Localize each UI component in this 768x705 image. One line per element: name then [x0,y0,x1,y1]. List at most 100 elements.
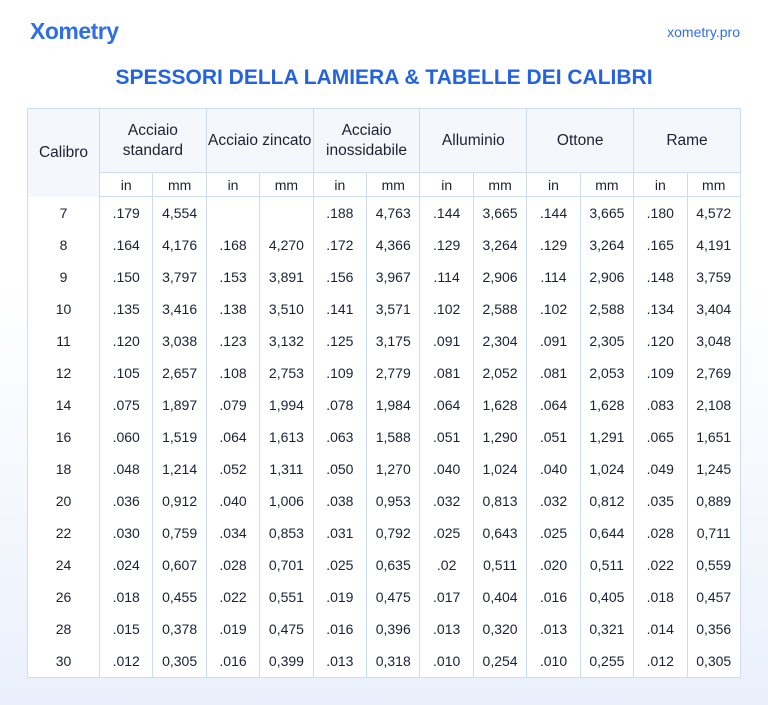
unit-header: in [526,172,581,197]
value-cell: .148 [633,261,688,293]
value-cell: 0,404 [472,581,528,613]
value-cell: .035 [633,485,688,517]
group-header: Ottone [526,108,635,173]
value-cell: 3,665 [472,196,528,229]
value-cell: 4,176 [152,229,207,261]
value-cell: .050 [312,453,368,485]
value-cell: 0,511 [579,549,635,581]
value-cell: 1,270 [366,453,421,485]
value-cell [205,196,261,229]
row: 24.024 0,607.028 0,701.025 0,635.02 0,511.02… [27,549,741,581]
value-cell: 1,588 [366,421,421,453]
value-cell: 2,769 [686,357,741,389]
value-cell: 2,588 [579,293,635,325]
value-cell: .010 [526,645,581,678]
value-cell: .141 [312,293,368,325]
value-cell: .102 [526,293,581,325]
value-cell: .134 [633,293,688,325]
value-cell: .025 [526,517,581,549]
group-header: Acciaio inossidabile [312,108,421,173]
value-cell: 1,311 [259,453,314,485]
value-cell: 3,416 [152,293,207,325]
value-cell: 1,024 [472,453,528,485]
gauge-cell: 9 [27,261,100,293]
value-cell: 2,108 [686,389,741,421]
value-cell: .018 [633,581,688,613]
value-cell: .114 [419,261,474,293]
site-link[interactable]: xometry.pro [667,24,740,40]
value-cell: .180 [633,196,688,229]
value-cell: 3,891 [259,261,314,293]
value-cell: 0,405 [579,581,635,613]
value-cell: .014 [633,613,688,645]
value-cell: .028 [633,517,688,549]
value-cell: .031 [312,517,368,549]
value-cell: .025 [419,517,474,549]
row: 20.036 0,912.040 1,006.038 0,953.032 0,813.0… [27,485,741,517]
value-cell: .188 [312,196,368,229]
value-cell: .012 [98,645,154,678]
value-cell: .013 [312,645,368,678]
unit-header: in [419,172,474,197]
value-cell: 2,779 [366,357,421,389]
row: 28.015 0,378.019 0,475.016 0,396.013 0,320.0… [27,613,741,645]
value-cell: 3,759 [686,261,741,293]
row: 16.060 1,519.064 1,613.063 1,588.051 1,290.0… [27,421,741,453]
row: 12.105 2,657.108 2,753.109 2,779.081 2,052.0… [27,357,741,389]
value-cell: .052 [205,453,261,485]
value-cell: .129 [526,229,581,261]
unit-header: in [98,172,154,197]
value-cell: .025 [312,549,368,581]
value-cell: 0,455 [152,581,207,613]
value-cell: 0,551 [259,581,314,613]
value-cell: 0,399 [259,645,314,678]
value-cell: 3,510 [259,293,314,325]
value-cell: .153 [205,261,261,293]
value-cell: 1,006 [259,485,314,517]
value-cell: 1,290 [472,421,528,453]
value-cell: .019 [312,581,368,613]
value-cell: .144 [526,196,581,229]
value-cell: .156 [312,261,368,293]
value-cell: 4,366 [366,229,421,261]
value-cell: 0,953 [366,485,421,517]
value-cell: .129 [419,229,474,261]
value-cell: .019 [205,613,261,645]
gauge-cell: 18 [27,453,100,485]
value-cell: .051 [526,421,581,453]
value-cell: .040 [419,453,474,485]
value-cell: .028 [205,549,261,581]
unit-header: in [312,172,368,197]
value-cell: .083 [633,389,688,421]
gauge-cell: 20 [27,485,100,517]
row: 11.120 3,038.123 3,132.125 3,175.091 2,304.0… [27,325,741,357]
value-cell: 0,475 [259,613,314,645]
value-cell: .049 [633,453,688,485]
value-cell: .120 [633,325,688,357]
value-cell: .123 [205,325,261,357]
value-cell: 0,853 [259,517,314,549]
logo: Xometry [30,18,119,44]
value-cell: 2,588 [472,293,528,325]
value-cell: 3,571 [366,293,421,325]
value-cell: 2,052 [472,357,528,389]
value-cell: 3,264 [472,229,528,261]
value-cell: 0,812 [579,485,635,517]
value-cell: .144 [419,196,474,229]
value-cell: 4,572 [686,196,741,229]
value-cell: 1,613 [259,421,314,453]
value-cell: .091 [526,325,581,357]
value-cell: .078 [312,389,368,421]
value-cell: 1,628 [472,389,528,421]
value-cell: 3,048 [686,325,741,357]
row: 10.135 3,416.138 3,510.141 3,571.102 2,588.1… [27,293,741,325]
value-cell: .034 [205,517,261,549]
value-cell: 3,665 [579,196,635,229]
header-cell: Calibro [27,108,100,197]
value-cell: .172 [312,229,368,261]
value-cell: 2,304 [472,325,528,357]
value-cell: .017 [419,581,474,613]
gauge-cell: 10 [27,293,100,325]
value-cell: 4,763 [366,196,421,229]
gauge-cell: 7 [27,196,100,229]
